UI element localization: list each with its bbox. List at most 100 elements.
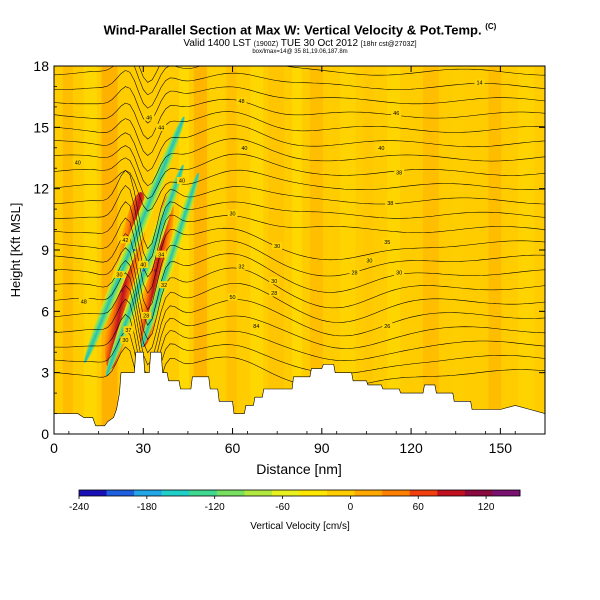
colorbar-swatch: [492, 490, 521, 496]
isentrope: [54, 298, 545, 378]
pot-temp-label: 44: [158, 126, 164, 132]
pot-temp-label-bg: [120, 236, 131, 244]
pot-temp-label-bg: [144, 113, 155, 121]
pot-temp-label: 14: [476, 81, 482, 87]
isentrope: [54, 124, 545, 172]
x-tick-label: 150: [489, 440, 513, 456]
vv-feature: [153, 269, 157, 272]
pot-temp-label: 46: [146, 115, 152, 121]
pot-temp-label: 40: [140, 263, 146, 269]
y-axis: 0 3 6 9 12 15 18: [33, 58, 545, 442]
pot-temp-label-bg: [236, 97, 247, 105]
vv-band: [422, 66, 439, 434]
pot-temp-label-bg: [382, 322, 393, 330]
pot-temp-label-bg: [120, 336, 131, 344]
vv-band: [193, 66, 207, 434]
colorbar-label: Vertical Velocity [cm/s]: [250, 521, 350, 532]
pot-temp-label-bg: [382, 238, 393, 246]
pot-temp-label: 40: [378, 146, 384, 152]
copyright-mark: (C): [485, 22, 497, 31]
x-tick-label: 30: [135, 440, 151, 456]
colorbar-swatch: [354, 490, 383, 496]
colorbar-swatch: [299, 490, 328, 496]
pot-temp-label-bg: [474, 78, 485, 86]
colorbar-swatch: [409, 490, 438, 496]
pot-temp-label-bg: [72, 158, 83, 166]
colorbar-tick-label: 120: [478, 502, 495, 513]
vv-cell: [141, 172, 199, 348]
colorbar-swatch: [327, 490, 356, 496]
pot-temp-label: 30: [274, 244, 280, 250]
x-tick-label: 120: [399, 440, 423, 456]
pot-temp-label: 37: [125, 328, 131, 334]
pot-temp-label-bg: [156, 250, 167, 258]
vv-band: [292, 66, 303, 434]
x-axis: 0 30 60 90 120 150: [50, 66, 516, 456]
y-tick-label: 12: [33, 181, 49, 197]
pot-temp-label-bg: [394, 268, 405, 276]
pot-temp-label: 50: [229, 295, 235, 301]
pot-temp-label: 38: [396, 171, 402, 177]
vv-band: [208, 66, 225, 434]
colorbar-tick-label: -60: [275, 502, 290, 513]
pot-temp-label-bg: [236, 262, 247, 270]
x-tick-label: 60: [225, 440, 241, 456]
pot-temp-label: 30: [116, 273, 122, 279]
pot-temp-label: 28: [271, 291, 277, 297]
colorbar-swatch: [106, 490, 135, 496]
pot-temp-labels: 14 48 46 46 44 40 40 40 40 38 38 30 30 35 32 30 28 30 30 28…: [72, 78, 485, 344]
pot-temp-label-bg: [227, 293, 238, 301]
vv-feature: [142, 269, 145, 272]
pot-temp-label: 40: [241, 146, 247, 152]
colorbar-swatch: [134, 490, 163, 496]
pot-temp-label: 46: [393, 111, 399, 117]
colorbar-swatch: [244, 490, 273, 496]
isentrope: [54, 260, 545, 341]
pot-temp-label-bg: [391, 109, 402, 117]
y-axis-label: Height [Kft MSL]: [8, 203, 23, 298]
vv-feature: [133, 248, 136, 252]
vv-band: [339, 66, 356, 434]
colorbar-swatch: [464, 490, 493, 496]
colorbar-swatch: [161, 490, 190, 496]
pot-temp-label-bg: [364, 256, 375, 264]
pot-temp-label-bg: [269, 289, 280, 297]
pot-temp-label-bg: [159, 281, 170, 289]
chart-subtitle-2: box/lmax=14@ 35 81,19.06,187.8m: [252, 49, 348, 55]
x-axis-label: Distance [nm]: [256, 461, 342, 477]
isentrope: [54, 247, 545, 326]
pot-temp-label: 42: [122, 238, 128, 244]
isentrope: [54, 111, 545, 156]
vv-band: [178, 66, 189, 434]
pot-temp-label-bg: [349, 268, 360, 276]
isentrope: [54, 98, 545, 140]
pot-temp-label-bg: [272, 242, 283, 250]
isentrope: [54, 272, 545, 354]
pot-temp-label: 84: [253, 324, 259, 330]
y-tick-label: 3: [41, 365, 49, 381]
vv-band: [226, 66, 237, 434]
pot-temp-label-bg: [78, 297, 89, 305]
isentrope: [54, 138, 545, 187]
colorbar-tick-label: 60: [413, 502, 425, 513]
isentrope: [54, 313, 545, 392]
colorbar-swatch: [437, 490, 466, 496]
pot-temp-label: 48: [238, 99, 244, 105]
pot-temp-label-bg: [269, 277, 280, 285]
isentrope: [54, 233, 545, 311]
colorbar: -240 -180 -120 -60 0 60 120: [69, 489, 521, 513]
y-tick-label: 18: [33, 58, 49, 74]
pot-temp-label-bg: [385, 199, 396, 207]
pot-temp-label: 48: [81, 299, 87, 305]
y-tick-label: 6: [41, 303, 49, 319]
isentrope: [54, 169, 545, 250]
pot-temp-label: 30: [122, 338, 128, 344]
pot-temp-label: 35: [384, 240, 390, 246]
isentrope: [54, 70, 545, 109]
terrain: [54, 351, 545, 434]
colorbar-swatch: [216, 490, 245, 496]
colorbar-frame: [78, 489, 521, 497]
chart-subtitle: Valid 1400 LST (1900Z) TUE 30 Oct 2012 […: [183, 38, 417, 49]
colorbar-tick-label: -120: [205, 502, 225, 513]
